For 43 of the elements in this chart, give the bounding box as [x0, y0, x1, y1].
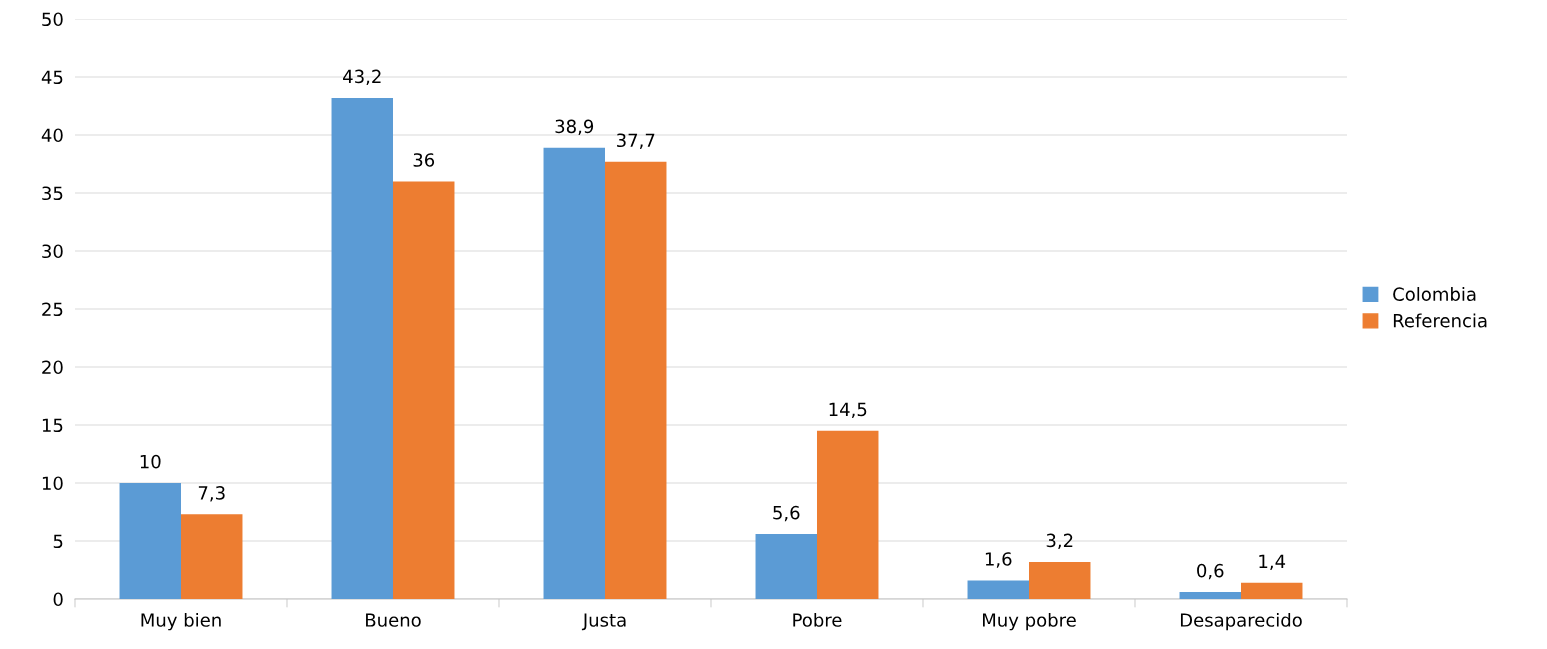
data-label: 14,5 — [829, 402, 867, 419]
data-label: 1,6 — [985, 552, 1012, 568]
x-tick-label: Justa — [581, 613, 626, 631]
y-tick-label: 45 — [41, 70, 63, 85]
y-tick-label: 20 — [42, 360, 63, 375]
data-label: 1,4 — [1259, 554, 1286, 570]
y-tick-label: 30 — [42, 244, 63, 259]
y-tick-label: 35 — [42, 186, 63, 201]
y-tick-label: 0 — [53, 592, 63, 607]
y-tick-label: 40 — [41, 128, 63, 143]
bar — [181, 514, 243, 599]
bar — [119, 483, 181, 599]
data-label: 36 — [413, 153, 435, 167]
data-label: 38,9 — [555, 119, 594, 135]
x-tick-label: Desaparecido — [1180, 612, 1302, 631]
data-label: 5,6 — [773, 505, 800, 522]
legend-label: Colombia — [1393, 287, 1476, 301]
y-tick-label: 50 — [42, 12, 63, 27]
bar — [393, 181, 455, 599]
data-label: 37,7 — [617, 133, 655, 149]
bar — [967, 580, 1029, 599]
bar — [543, 147, 605, 599]
data-label: 43,2 — [343, 69, 381, 86]
y-tick-label: 10 — [42, 476, 63, 491]
x-tick-label: Muy bien — [141, 612, 221, 631]
x-tick-label: Pobre — [793, 612, 842, 627]
bar — [1241, 582, 1303, 599]
data-label: 10 — [140, 454, 161, 469]
x-tick-label: Bueno — [366, 613, 421, 627]
legend-label: Referencia — [1393, 313, 1487, 328]
data-label: 3,2 — [1046, 533, 1073, 550]
bar — [1179, 592, 1241, 599]
x-tick-label: Muy pobre — [983, 612, 1076, 631]
y-tick-label: 5 — [53, 534, 63, 549]
bar — [817, 430, 879, 599]
bar — [755, 534, 817, 599]
y-tick-label: 15 — [42, 418, 63, 433]
data-label: 0,6 — [1197, 563, 1224, 580]
bar — [331, 97, 393, 599]
bar — [1029, 561, 1091, 599]
bar — [605, 161, 667, 599]
y-tick-label: 25 — [42, 302, 63, 317]
data-label: 7,3 — [198, 486, 225, 502]
